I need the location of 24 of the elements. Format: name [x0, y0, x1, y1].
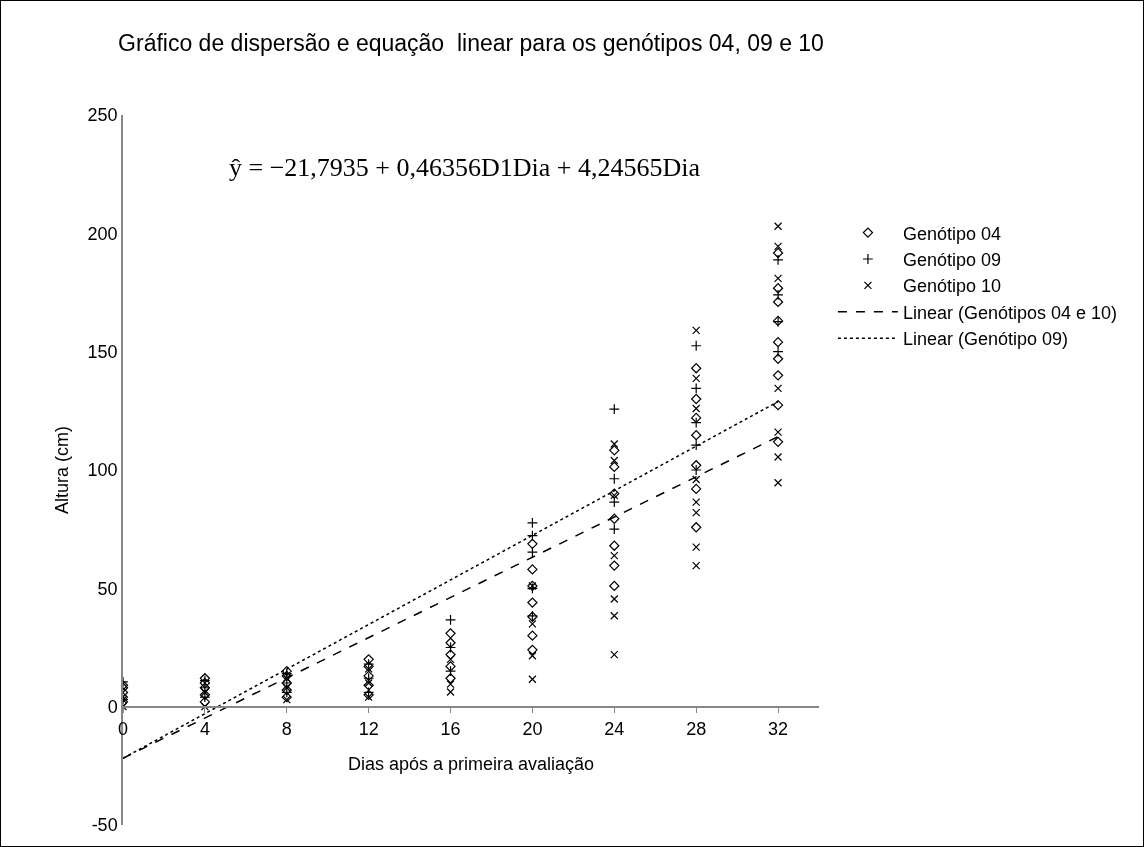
y-tick-label: 0: [107, 696, 118, 717]
y-tick-label: 200: [87, 223, 118, 244]
x-tick-label: 4: [199, 719, 210, 740]
legend-label: Linear (Genótipo 09): [902, 329, 1069, 350]
x-axis-title: Dias após a primeira avaliação: [347, 753, 595, 774]
x-tick-label: 28: [686, 719, 707, 740]
y-tick-label: 50: [97, 578, 118, 599]
legend-label: Genótipo 10: [902, 276, 1001, 297]
y-tick-label: 150: [87, 341, 118, 362]
legend-label: Genótipo 09: [902, 250, 1001, 271]
chart-title: Gráfico de dispersão e equação linear para os genótipos 04, 09 e 10: [118, 30, 824, 57]
y-tick-label: 250: [87, 105, 118, 126]
y-axis-title: Altura (cm): [52, 425, 73, 515]
x-tick-label: 24: [604, 719, 625, 740]
x-tick-label: 16: [440, 719, 461, 740]
x-tick-label: 20: [522, 719, 543, 740]
y-tick-label: 100: [87, 460, 118, 481]
x-tick-label: 8: [281, 719, 292, 740]
legend-label: Genótipo 04: [902, 223, 1001, 244]
legend-label: Linear (Genótipos 04 e 10): [902, 302, 1118, 323]
x-tick-label: 32: [768, 719, 789, 740]
annotation: ŷ = −21,7935 + 0,46356D1Dia + 4,24565Dia: [229, 153, 701, 182]
y-tick-label: -50: [91, 815, 118, 836]
x-tick-label: 12: [358, 719, 379, 740]
